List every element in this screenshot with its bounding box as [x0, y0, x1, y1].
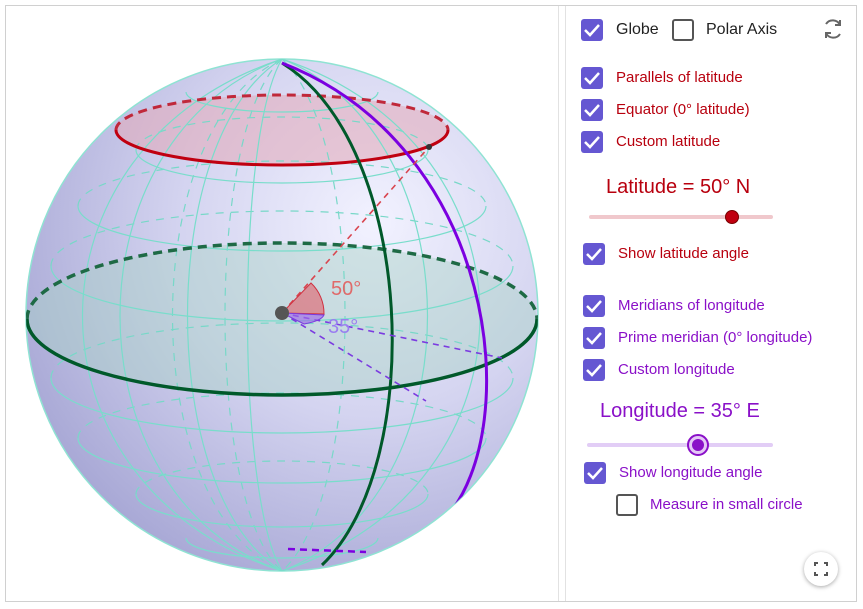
refresh-icon [825, 19, 841, 39]
custom-latitude-checkbox[interactable] [581, 131, 603, 153]
prime-meridian-label: Prime meridian (0° longitude) [618, 329, 813, 346]
latitude-slider-track[interactable] [589, 215, 773, 219]
checkmark-icon [586, 300, 602, 313]
checkmark-icon [584, 24, 600, 37]
custom-longitude-label: Custom longitude [618, 361, 735, 378]
checkmark-icon [584, 136, 600, 149]
longitude-slider-track[interactable] [587, 443, 773, 447]
latitude-slider-title: Latitude = 50° N [606, 176, 751, 198]
custom-meridian-back [287, 547, 367, 554]
latitude-radius [281, 146, 430, 314]
equator-front [26, 318, 538, 397]
latitude-slider-thumb[interactable] [725, 210, 740, 224]
checkmark-icon [586, 248, 602, 261]
equator-back [26, 241, 538, 320]
fullscreen-button[interactable] [804, 552, 838, 586]
custom-latitude-label: Custom latitude [616, 133, 721, 150]
custom-meridian [281, 61, 488, 519]
custom-longitude-checkbox[interactable] [583, 359, 605, 381]
latitude-angle-label: 50° [331, 278, 361, 300]
globe-svg[interactable]: 50° 35° [6, 6, 558, 601]
show-longitude-angle-checkbox[interactable] [584, 462, 606, 484]
fullscreen-icon [814, 562, 828, 576]
globe-center-point [275, 306, 289, 320]
equator-label: Equator (0° latitude) [616, 101, 750, 118]
measure-small-circle-checkbox[interactable] [616, 494, 638, 516]
control-panel: Globe Polar Axis Parallels of latitude E… [566, 6, 856, 601]
parallels-checkbox[interactable] [581, 67, 603, 89]
globe-label: Globe [616, 21, 659, 38]
reset-button[interactable] [820, 16, 846, 42]
measure-small-circle-label: Measure in small circle [650, 496, 803, 513]
polar-axis-checkbox[interactable] [672, 19, 694, 41]
longitude-radius [281, 312, 503, 359]
latitude-angle-sector [280, 282, 325, 315]
meridians-checkbox[interactable] [583, 295, 605, 317]
globe-graphics-view[interactable]: 50° 35° [6, 6, 558, 601]
longitude-slider-thumb[interactable] [687, 434, 710, 456]
prime-meridian-checkbox[interactable] [583, 327, 605, 349]
checkmark-icon [587, 467, 603, 480]
longitude-angle-label: 35° [328, 316, 358, 338]
show-latitude-angle-label: Show latitude angle [618, 245, 749, 262]
meridians-label: Meridians of longitude [618, 297, 765, 314]
show-latitude-angle-checkbox[interactable] [583, 243, 605, 265]
show-longitude-angle-label: Show longitude angle [619, 464, 763, 481]
checkmark-icon [584, 72, 600, 85]
polar-axis-label: Polar Axis [706, 21, 778, 38]
checkmark-icon [586, 364, 602, 377]
longitude-slider-thumb-core [692, 439, 705, 451]
checkmark-icon [584, 104, 600, 117]
equator-checkbox[interactable] [581, 99, 603, 121]
longitude-angle-sector [281, 312, 325, 325]
latitude-point [426, 144, 432, 150]
prime-meridian [281, 61, 394, 567]
checkmark-icon [586, 332, 602, 345]
globe-checkbox[interactable] [581, 19, 603, 41]
longitude-slider-title: Longitude = 35° E [600, 400, 760, 422]
parallels-label: Parallels of latitude [616, 69, 743, 86]
panel-divider[interactable] [558, 6, 566, 601]
